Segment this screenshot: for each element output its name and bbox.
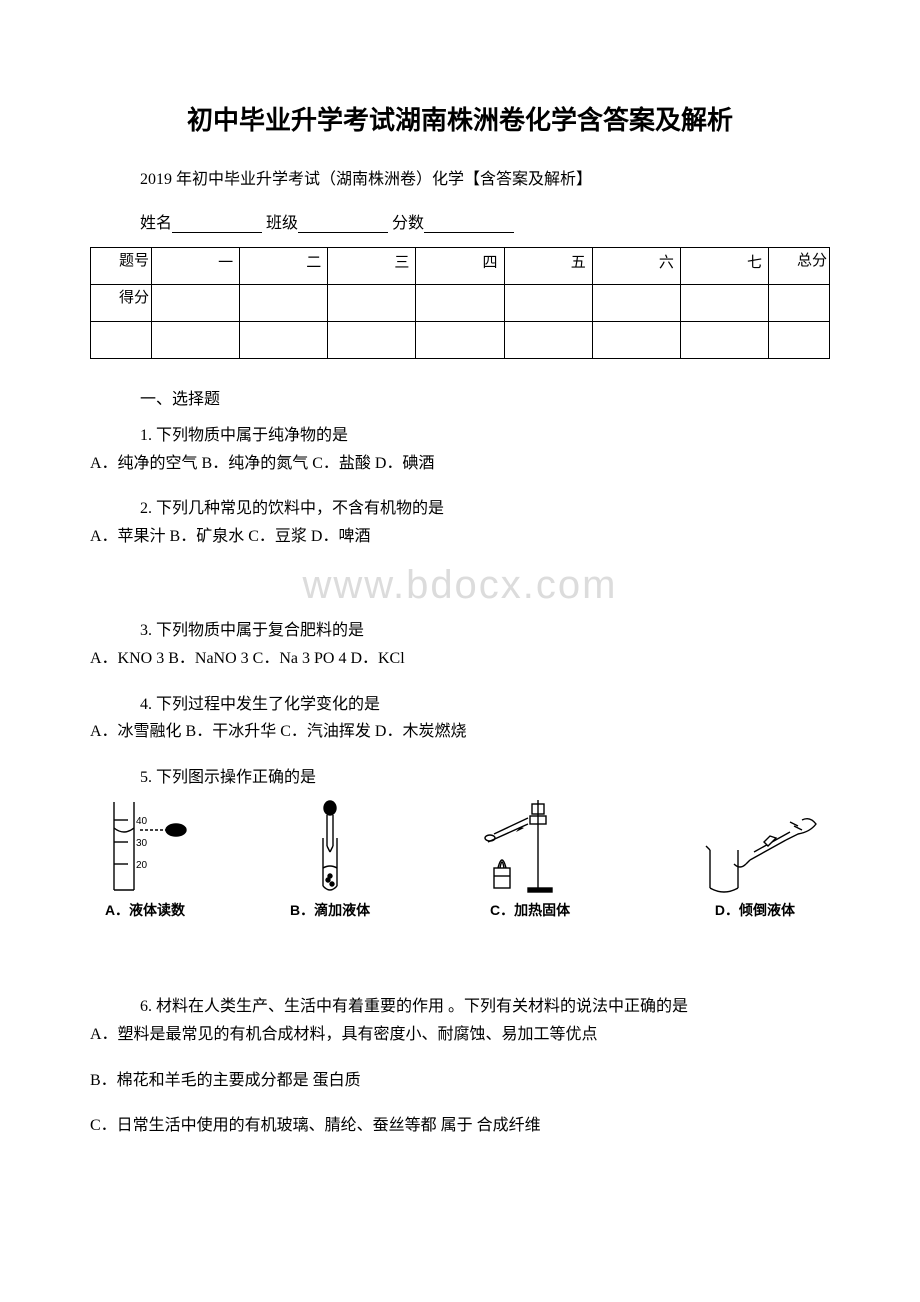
col-cell: 三 [328,248,416,285]
figure-d: D．倾倒液体 [690,814,820,920]
figure-row: 40 30 20 A．液体读数 [90,798,830,920]
figure-c: C．加热固体 [470,798,590,920]
dropper-icon [295,798,365,894]
question-stem: 5. 下列图示操作正确的是 [140,765,830,791]
table-row: 题号 一 二 三 四 五 六 七 总分 [91,248,830,285]
class-blank [298,216,388,233]
empty-cell [152,285,240,322]
name-blank [172,216,262,233]
question-stem: 3. 下列物质中属于复合肥料的是 [140,618,830,644]
empty-cell [680,285,768,322]
heating-solid-icon [470,798,590,894]
spacer [90,924,830,984]
figure-label: D．倾倒液体 [690,900,820,920]
question-stem: 4. 下列过程中发生了化学变化的是 [140,692,830,718]
row-header: 得分 [91,285,152,322]
empty-cell [91,322,152,359]
watermark-text: www.bdocx.com [90,563,830,608]
col-cell: 一 [152,248,240,285]
figure-a: 40 30 20 A．液体读数 [100,798,190,920]
svg-text:20: 20 [136,860,148,871]
svg-text:30: 30 [136,838,148,849]
figure-label: A．液体读数 [100,900,190,920]
col-cell: 四 [416,248,504,285]
empty-cell [416,285,504,322]
form-line: 姓名 班级 分数 [140,209,830,233]
cylinder-reading-icon: 40 30 20 [100,798,190,894]
score-label: 分数 [392,215,424,232]
empty-cell [240,285,328,322]
table-row [91,322,830,359]
name-label: 姓名 [140,215,172,232]
col-cell: 六 [592,248,680,285]
empty-cell [680,322,768,359]
row-header: 题号 [91,248,152,285]
empty-cell [769,322,830,359]
question-stem: 1. 下列物质中属于纯净物的是 [140,423,830,449]
empty-cell [504,322,592,359]
col-cell: 七 [680,248,768,285]
col-cell: 总分 [769,248,830,285]
subtitle: 2019 年初中毕业升学考试（湖南株洲卷）化学【含答案及解析】 [140,165,830,189]
question-stem: 6. 材料在人类生产、生活中有着重要的作用 。下列有关材料的说法中正确的是 [140,994,830,1020]
question-option: B．棉花和羊毛的主要成分都是 蛋白质 [90,1068,830,1094]
document-page: 初中毕业升学考试湖南株洲卷化学含答案及解析 2019 年初中毕业升学考试（湖南株… [0,0,920,1199]
empty-cell [328,285,416,322]
score-blank [424,216,514,233]
empty-cell [416,322,504,359]
empty-cell [769,285,830,322]
empty-cell [240,322,328,359]
figure-b: B．滴加液体 [290,798,370,920]
svg-text:40: 40 [136,816,148,827]
empty-cell [328,322,416,359]
question-options: A．冰雪融化 B．干冰升华 C．汽油挥发 D．木炭燃烧 [90,719,830,745]
empty-cell [152,322,240,359]
question-option: C．日常生活中使用的有机玻璃、腈纶、蚕丝等都 属于 合成纤维 [90,1113,830,1139]
empty-cell [504,285,592,322]
empty-cell [592,285,680,322]
empty-cell [592,322,680,359]
col-cell: 五 [504,248,592,285]
question-stem: 2. 下列几种常见的饮料中，不含有机物的是 [140,496,830,522]
main-title: 初中毕业升学考试湖南株洲卷化学含答案及解析 [90,100,830,137]
figure-label: B．滴加液体 [290,900,370,920]
pouring-liquid-icon [690,814,820,894]
question-options: A．纯净的空气 B．纯净的氮气 C．盐酸 D．碘酒 [90,451,830,477]
section-heading: 一、选择题 [140,385,830,409]
figure-label: C．加热固体 [470,900,590,920]
col-cell: 二 [240,248,328,285]
question-options: A．KNO 3 B．NaNO 3 C．Na 3 PO 4 D．KCl [90,646,830,672]
question-option: A．塑料是最常见的有机合成材料，具有密度小、耐腐蚀、易加工等优点 [90,1022,830,1048]
class-label: 班级 [266,215,298,232]
question-options: A．苹果汁 B．矿泉水 C．豆浆 D．啤酒 [90,524,830,550]
table-row: 得分 [91,285,830,322]
score-table: 题号 一 二 三 四 五 六 七 总分 得分 [90,247,830,359]
